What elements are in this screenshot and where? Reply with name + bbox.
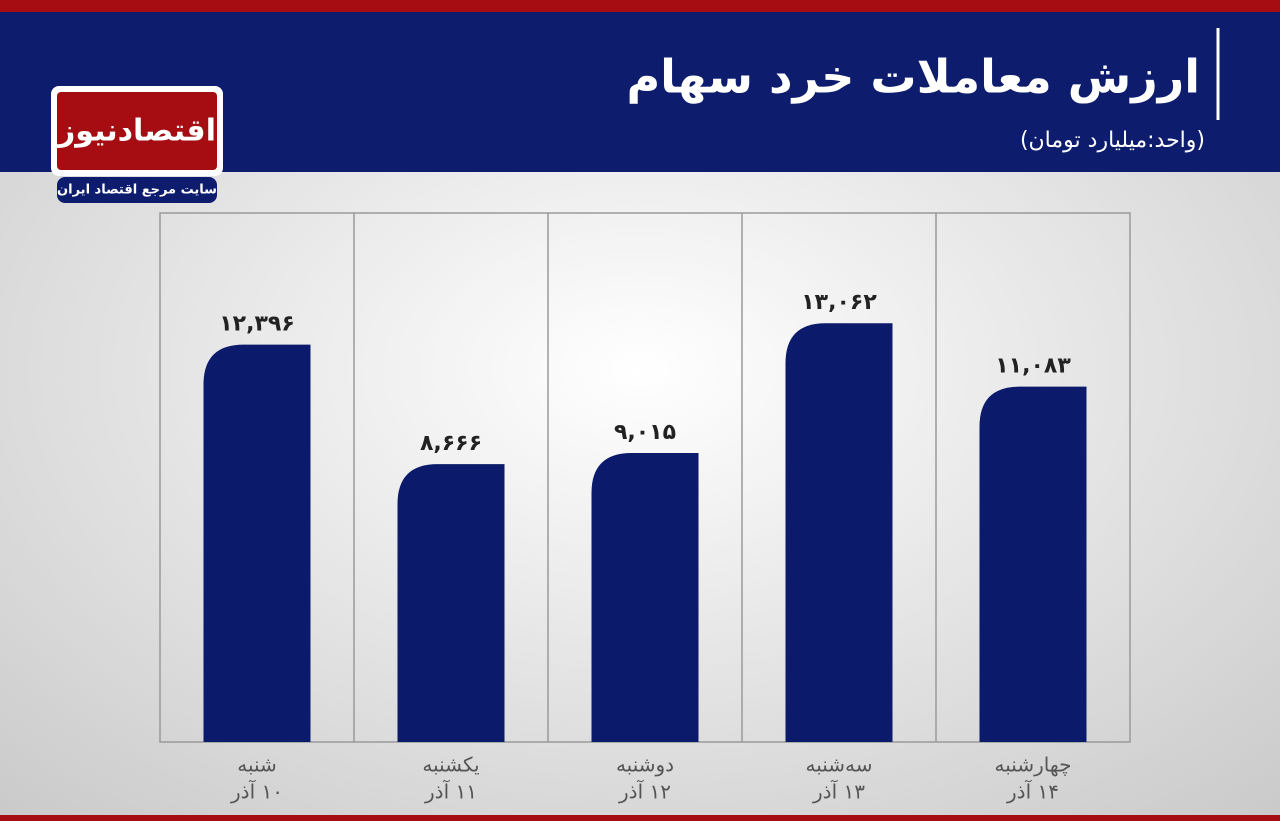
value-label: ۱۲,۳۹۶ bbox=[219, 312, 295, 337]
chart-title: ارزش معاملات خرد سهام bbox=[626, 50, 1200, 104]
logo-box bbox=[57, 92, 217, 170]
value-label: ۹,۰۱۵ bbox=[614, 420, 676, 445]
value-label: ۸,۶۶۶ bbox=[420, 431, 482, 456]
value-label: ۱۳,۰۶۲ bbox=[801, 290, 877, 315]
bar bbox=[785, 323, 893, 742]
x-tick-sublabel: ۱۴ آذر bbox=[1006, 779, 1059, 804]
bar bbox=[397, 464, 505, 742]
logo-tag-box bbox=[57, 177, 217, 203]
bar bbox=[979, 386, 1087, 742]
bar bbox=[203, 344, 311, 742]
x-tick-label: دوشنبه bbox=[616, 753, 674, 777]
bar bbox=[591, 452, 699, 742]
logo-tagline: سایت مرجع اقتصاد ایران bbox=[57, 183, 217, 198]
x-tick-sublabel: ۱۳ آذر bbox=[812, 779, 865, 804]
x-tick-sublabel: ۱۲ آذر bbox=[618, 779, 671, 804]
x-tick-label: شنبه bbox=[237, 753, 277, 777]
chart-subtitle: (واحد:میلیارد تومان) bbox=[1020, 128, 1205, 153]
logo-name: اقتصادنیوز bbox=[56, 114, 216, 149]
x-tick-sublabel: ۱۱ آذر bbox=[424, 779, 477, 804]
top-strip bbox=[0, 0, 1280, 12]
x-tick-label: یکشنبه bbox=[422, 753, 479, 777]
x-tick-label: چهارشنبه bbox=[995, 753, 1072, 777]
bottom-strip bbox=[0, 815, 1280, 821]
x-tick-sublabel: ۱۰ آذر bbox=[230, 779, 283, 804]
value-label: ۱۱,۰۸۳ bbox=[995, 354, 1071, 379]
x-tick-label: سه‌شنبه bbox=[805, 753, 872, 777]
